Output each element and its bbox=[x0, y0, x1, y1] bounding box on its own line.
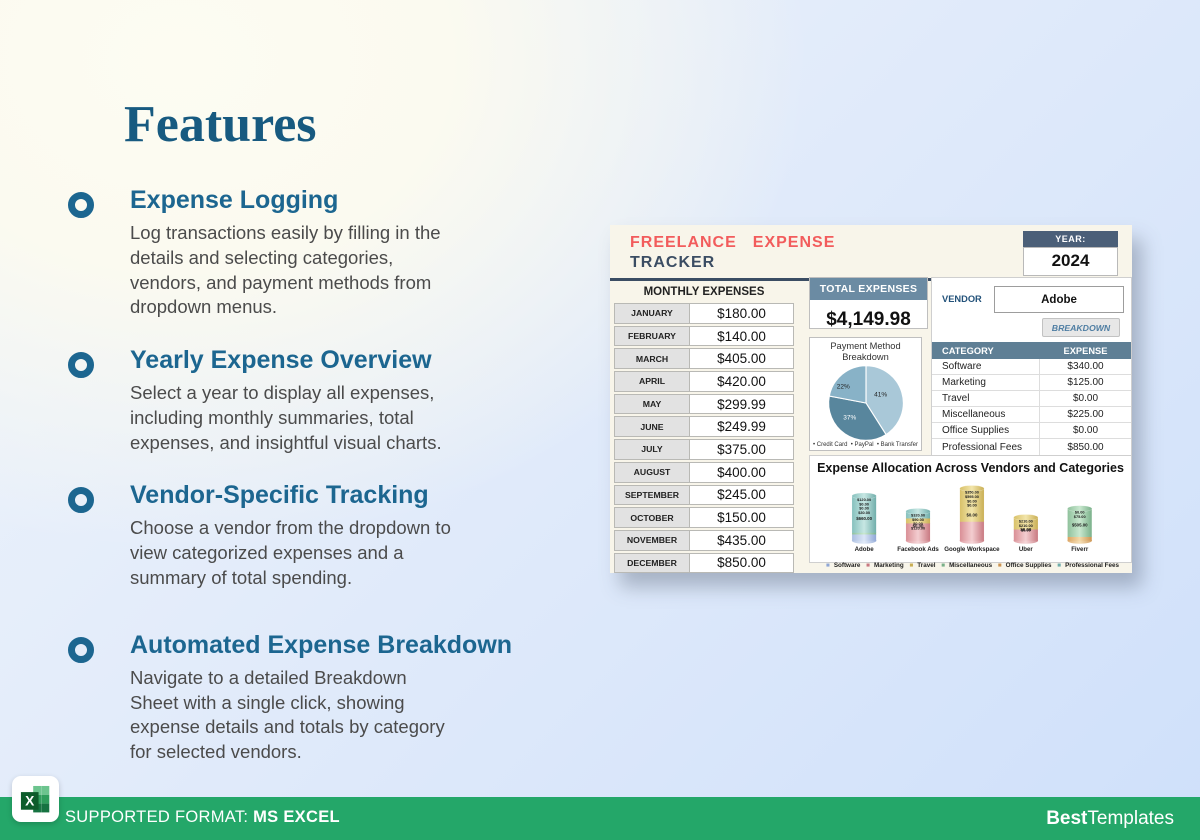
svg-text:Google Workspace: Google Workspace bbox=[944, 546, 1000, 553]
svg-text:$30.00: $30.00 bbox=[858, 510, 870, 515]
svg-text:$0.00: $0.00 bbox=[1020, 527, 1031, 532]
svg-text:$505.00: $505.00 bbox=[1072, 522, 1088, 527]
svg-text:$0.00: $0.00 bbox=[966, 512, 977, 517]
svg-text:$660.00: $660.00 bbox=[856, 516, 872, 521]
svg-text:Fiverr: Fiverr bbox=[1071, 546, 1089, 553]
svg-text:$0.00: $0.00 bbox=[967, 503, 977, 508]
svg-text:$75.00: $75.00 bbox=[1074, 514, 1086, 519]
svg-text:X: X bbox=[25, 793, 35, 808]
svg-text:Uber: Uber bbox=[1019, 546, 1034, 553]
svg-text:$0.00: $0.00 bbox=[913, 524, 924, 529]
svg-text:41%: 41% bbox=[874, 392, 887, 399]
svg-text:37%: 37% bbox=[843, 415, 856, 422]
svg-text:Facebook Ads: Facebook Ads bbox=[897, 546, 939, 553]
svg-text:22%: 22% bbox=[836, 384, 849, 391]
svg-text:Adobe: Adobe bbox=[855, 546, 875, 553]
